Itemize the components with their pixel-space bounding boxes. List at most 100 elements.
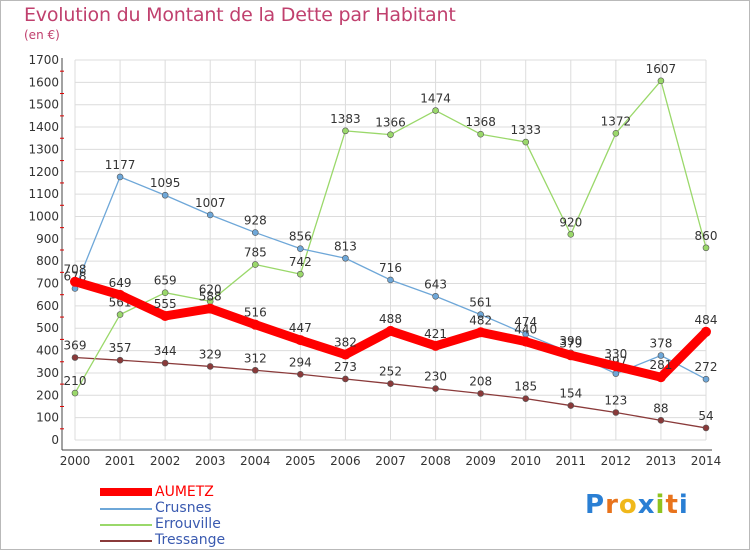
y-tick-label: 800 [36,254,59,268]
data-point [702,244,710,252]
data-point [612,130,620,137]
proxiti-logo: Proxiti [585,490,689,520]
data-label: 742 [289,255,312,269]
data-label: 382 [334,336,357,350]
data-label: 357 [109,341,132,355]
data-label: 1368 [465,115,496,129]
data-point [432,292,439,300]
data-label: 484 [695,313,718,327]
data-point [432,107,439,114]
legend-label: Tressange [155,532,226,548]
y-tick-label: 600 [36,299,59,313]
legend-label: Crusnes [155,500,212,516]
x-tick-label: 2008 [420,454,451,468]
data-label: 272 [695,360,718,374]
data-label: 273 [334,360,357,374]
data-label: 185 [514,380,537,394]
x-tick-label: 2006 [330,454,361,468]
y-tick-label: 1000 [28,209,59,223]
data-point [251,261,259,268]
data-point [655,372,666,383]
chart-title: Evolution du Montant de la Dette par Hab… [24,4,456,26]
data-label: 928 [244,214,267,228]
data-label: 860 [695,229,718,243]
data-label: 708 [64,263,87,277]
data-label: 208 [469,375,492,389]
data-point [251,366,259,374]
legend-swatch [100,488,152,496]
y-tick-label: 700 [36,277,59,291]
data-label: 329 [199,347,222,361]
data-label: 588 [199,290,222,304]
data-label: 1177 [105,158,136,172]
data-label: 88 [653,401,668,415]
data-label: 716 [379,261,402,275]
x-tick-label: 2002 [150,454,181,468]
data-label: 856 [289,230,312,244]
data-label: 649 [109,276,132,290]
y-tick-label: 100 [36,411,59,425]
data-point [295,335,306,346]
data-label: 344 [154,344,177,358]
data-point [702,424,710,432]
chart-subtitle: (en €) [24,28,60,42]
y-tick-label: 1400 [28,120,59,134]
data-label: 447 [289,321,312,335]
data-label: 294 [289,355,312,369]
data-label: 1095 [150,176,181,190]
data-label: 379 [559,336,582,350]
data-label: 312 [244,351,267,365]
data-label: 516 [244,306,267,320]
data-point [612,370,620,377]
data-label: 54 [698,409,713,423]
x-tick-label: 2003 [195,454,226,468]
data-point [71,389,79,397]
data-point [522,395,530,402]
data-label: 123 [604,394,627,408]
data-label: 390 [559,334,582,348]
data-point [116,173,124,181]
data-point [340,349,351,360]
data-label: 1383 [330,112,361,126]
data-label: 474 [514,315,537,329]
data-label: 1474 [420,92,451,106]
data-label: 252 [379,365,402,379]
y-tick-label: 0 [51,433,59,447]
data-point [477,311,484,318]
data-label: 421 [424,327,447,341]
data-label: 785 [244,246,267,260]
x-tick-label: 2001 [105,454,136,468]
data-point [702,375,710,383]
data-point [475,327,486,338]
data-point [115,289,126,300]
data-point [297,245,304,252]
data-point [297,370,304,378]
y-tick-label: 900 [36,232,59,246]
data-label: 920 [559,215,582,229]
data-point [70,276,80,287]
x-tick-label: 2009 [465,454,496,468]
data-point [342,375,349,383]
legend-swatch [100,508,152,510]
data-point [567,402,575,409]
data-point [657,352,665,359]
y-tick-label: 400 [36,344,59,358]
x-tick-label: 2005 [285,454,316,468]
data-point [116,311,124,318]
x-tick-label: 2013 [646,454,677,468]
data-point [387,276,394,284]
x-tick-label: 2007 [375,454,406,468]
x-tick-label: 2011 [556,454,587,468]
data-point [342,254,349,262]
data-label: 230 [424,370,447,384]
data-point [387,380,394,387]
data-label: 643 [424,277,447,291]
data-point [432,385,439,392]
data-label: 813 [334,239,357,253]
data-point [71,354,79,361]
data-point [610,361,621,372]
y-tick-label: 500 [36,321,59,335]
data-point [205,303,216,314]
data-label: 555 [154,297,177,311]
data-point [342,127,349,135]
